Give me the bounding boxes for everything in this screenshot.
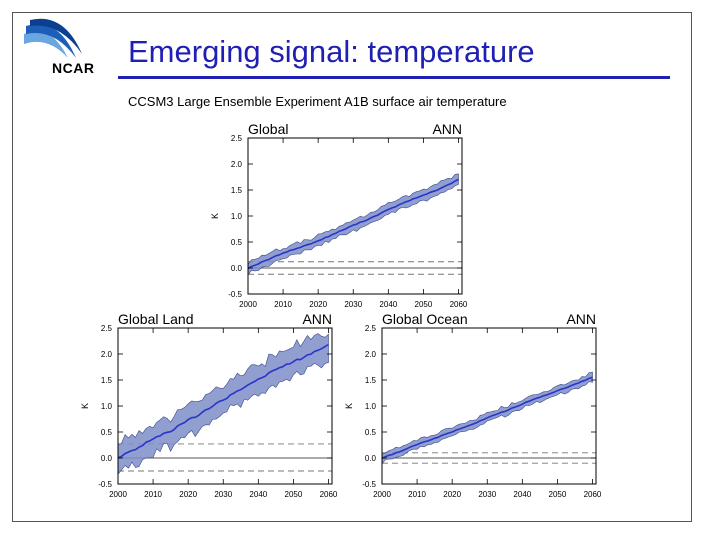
x-tick-label: 2030 [214,490,232,499]
y-tick-label: 0.5 [231,238,243,247]
y-tick-label: -0.5 [228,290,242,299]
x-tick-label: 2040 [513,490,531,499]
chart-panel-global: -0.5 0.0 0.5 1.0 1.5 2.0 2.5 2000 2010 2020 2030 20… [206,116,476,310]
chart-title: Global [248,121,288,137]
y-axis-label: K [210,213,220,219]
ncar-logo [20,18,100,80]
logo-text: NCAR [52,60,95,76]
ncar-logo-swoosh-icon [24,18,82,58]
chart-period: ANN [432,121,462,137]
y-tick-label: 2.5 [231,134,243,143]
ensemble-mean-line [117,343,329,459]
slide-title: Emerging signal: temperature [128,34,535,69]
y-tick-label: 0.5 [365,428,377,437]
chart-title: Global Land [118,311,194,327]
slide-frame [12,12,692,522]
x-tick-label: 2010 [144,490,162,499]
y-tick-label: -0.5 [98,480,112,489]
y-tick-label: 1.0 [365,402,377,411]
x-tick-label: 2010 [274,300,292,309]
y-tick-label: 1.0 [231,212,243,221]
x-tick-label: 2040 [379,300,397,309]
x-tick-label: 2010 [408,490,426,499]
ensemble-mean-line [247,178,459,270]
chart-period: ANN [302,311,332,327]
x-tick-label: 2030 [478,490,496,499]
x-tick-label: 2060 [320,490,338,499]
chart-global-ocean: -0.5 0.0 0.5 1.0 1.5 2.0 2.5 2000 2010 2020 2030 20… [344,311,602,499]
x-tick-label: 2050 [285,490,303,499]
y-tick-label: 2.5 [101,324,113,333]
x-tick-label: 2040 [249,490,267,499]
y-tick-label: 0.5 [101,428,113,437]
y-tick-label: 2.0 [365,350,377,359]
y-tick-label: 1.5 [101,376,113,385]
y-tick-label: 0.0 [231,264,243,273]
chart-panel-global-ocean: -0.5 0.0 0.5 1.0 1.5 2.0 2.5 2000 2010 2020 2030 20… [340,306,610,500]
y-axis-label: K [80,403,90,409]
x-tick-label: 2030 [344,300,362,309]
x-tick-label: 2050 [549,490,567,499]
chart-title: Global Ocean [382,311,468,327]
x-tick-label: 2060 [584,490,602,499]
y-tick-label: 1.5 [365,376,377,385]
x-tick-label: 2060 [450,300,468,309]
experiment-caption: CCSM3 Large Ensemble Experiment A1B surf… [128,94,507,109]
chart-period: ANN [566,311,596,327]
x-tick-label: 2020 [179,490,197,499]
x-tick-label: 2000 [239,300,257,309]
y-tick-label: 0.0 [365,454,377,463]
plot-background [382,328,596,484]
ensemble-mean-line [381,376,593,460]
x-tick-label: 2050 [415,300,433,309]
chart-global: -0.5 0.0 0.5 1.0 1.5 2.0 2.5 2000 2010 2020 2030 20… [210,121,468,309]
y-tick-label: 1.5 [231,186,243,195]
title-rule [118,76,670,79]
y-tick-label: -0.5 [362,480,376,489]
x-tick-label: 2000 [373,490,391,499]
y-tick-label: 2.0 [231,160,243,169]
y-axis-label: K [344,403,354,409]
y-tick-label: 2.0 [101,350,113,359]
y-tick-label: 1.0 [101,402,113,411]
y-tick-label: 2.5 [365,324,377,333]
x-tick-label: 2000 [109,490,127,499]
y-tick-label: 0.0 [101,454,113,463]
x-tick-label: 2020 [309,300,327,309]
chart-global-land: -0.5 0.0 0.5 1.0 1.5 2.0 2.5 2000 2010 2020 2030 20… [80,311,338,499]
chart-panel-global-land: -0.5 0.0 0.5 1.0 1.5 2.0 2.5 2000 2010 2020 2030 20… [76,306,341,500]
x-tick-label: 2020 [443,490,461,499]
plot-background [248,138,462,294]
